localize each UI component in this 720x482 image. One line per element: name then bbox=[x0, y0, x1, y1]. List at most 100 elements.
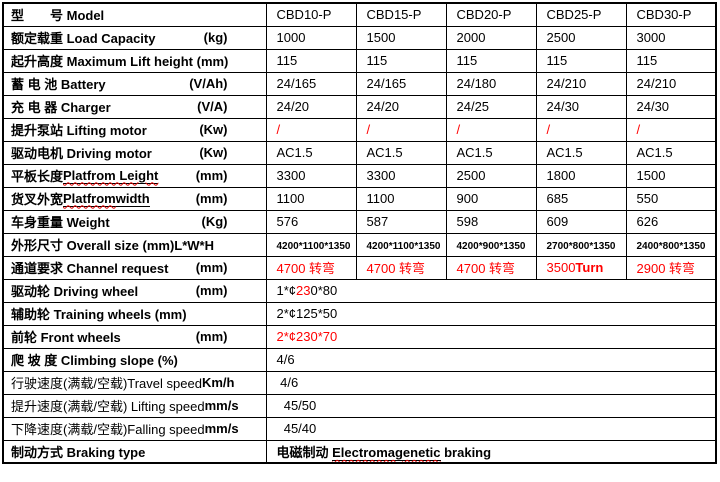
label-lifting-speed-text-2: mm/s bbox=[204, 398, 239, 413]
value-load-capacity-CBD20-P: 2000 bbox=[445, 25, 537, 50]
label-braking-type-text-1: 制动方式 Braking type bbox=[11, 444, 146, 460]
value-model-CBD10-P: CBD10-P bbox=[265, 2, 357, 27]
row-driving-motor: 驱动电机 Driving motor (Kw) AC1.5 AC1.5 AC1.5 AC1… bbox=[2, 140, 717, 165]
value-max-lift-height-4-text-1: 115 bbox=[546, 53, 568, 68]
label-overall-size-text-1: 外形尺寸 Overall size (mm)L*W*H bbox=[11, 238, 214, 253]
value-max-lift-height-CBD30-P: 115 bbox=[625, 48, 717, 73]
row-load-capacity: 额定载重 Load Capacity (kg) 1000 1500 2000 2500 30… bbox=[2, 25, 717, 50]
label-platform-width: 货叉外宽 Platfrom width (mm) bbox=[2, 186, 267, 211]
label-weight: 车身重量 Weight (Kg) bbox=[2, 209, 267, 234]
value-platform-length-2-text-1: 3300 bbox=[366, 168, 396, 183]
label-model-text-1: 型 号 Model bbox=[11, 8, 105, 24]
label-wrap-weight: 车身重量 Weight (Kg) bbox=[11, 212, 265, 231]
label-lifting-motor: 提升泵站 Lifting motor (Kw) bbox=[2, 117, 267, 142]
label-overall-size: 外形尺寸 Overall size (mm)L*W*H bbox=[2, 232, 267, 257]
row-charger: 充 电 器 Charger (V/A) 24/20 24/20 24/25 24/30 24… bbox=[2, 94, 717, 119]
unit-driving-wheel: (mm) bbox=[195, 283, 228, 298]
value-max-lift-height-5-text-1: 115 bbox=[636, 53, 658, 68]
value-training-wheels: 2*¢125*50 bbox=[265, 301, 717, 326]
value-model-CBD25-P: CBD25-P bbox=[535, 2, 627, 27]
value-model-5-text-1: CBD30-P bbox=[636, 7, 692, 23]
value-driving-motor-CBD10-P: AC1.5 bbox=[265, 140, 357, 165]
value-battery-CBD25-P: 24/210 bbox=[535, 71, 627, 96]
value-lifting-speed: 45/50 bbox=[265, 393, 717, 418]
value-driving-wheel-text-2: 23 bbox=[296, 283, 311, 298]
value-load-capacity-CBD15-P: 1500 bbox=[355, 25, 447, 50]
value-model-CBD15-P: CBD15-P bbox=[355, 2, 447, 27]
row-training-wheels: 辅助轮 Training wheels (mm) 2*¢125*50 bbox=[2, 301, 717, 326]
value-platform-width-CBD10-P: 1100 bbox=[265, 186, 357, 211]
value-model-1-text-1: CBD10-P bbox=[276, 7, 332, 23]
value-weight-CBD15-P: 587 bbox=[355, 209, 447, 234]
label-falling-speed-text-1: 下降速度(满载/空载)Falling speed bbox=[11, 422, 205, 437]
value-lifting-motor-CBD10-P: / bbox=[265, 117, 357, 142]
value-channel-request-3-text-1: 4700 转弯 bbox=[456, 261, 516, 276]
value-overall-size-CBD15-P: 4200*1100*1350 bbox=[355, 232, 447, 257]
label-platform-length: 平板长度 Platfrom Leight (mm) bbox=[2, 163, 267, 188]
value-battery-CBD10-P: 24/165 bbox=[265, 71, 357, 96]
unit-battery: (V/Ah) bbox=[189, 76, 228, 91]
value-battery-1-text-1: 24/165 bbox=[276, 76, 317, 91]
row-platform-length: 平板长度 Platfrom Leight (mm) 3300 3300 2500 1800… bbox=[2, 163, 717, 188]
value-model-CBD20-P: CBD20-P bbox=[445, 2, 537, 27]
label-wrap-platform-length: 平板长度 Platfrom Leight (mm) bbox=[11, 166, 265, 185]
value-battery-3-text-1: 24/180 bbox=[456, 76, 497, 91]
value-weight-4-text-1: 609 bbox=[546, 214, 569, 229]
label-platform-width-text-2: Platfrom bbox=[63, 190, 116, 207]
value-lifting-motor-3-text-1: / bbox=[456, 122, 461, 137]
value-training-wheels-text-1: 2*¢125*50 bbox=[276, 306, 338, 321]
label-platform-length-text-1: 平板长度 bbox=[11, 169, 64, 184]
value-front-wheels: 2*¢230*70 bbox=[265, 324, 717, 349]
label-lifting-motor-text-1: 提升泵站 Lifting motor bbox=[11, 123, 147, 138]
label-wrap-training-wheels: 辅助轮 Training wheels (mm) bbox=[11, 304, 265, 323]
value-driving-motor-5-text-1: AC1.5 bbox=[636, 145, 673, 160]
value-platform-length-CBD30-P: 1500 bbox=[625, 163, 717, 188]
value-platform-length-3-text-1: 2500 bbox=[456, 168, 486, 183]
value-charger-5-text-1: 24/30 bbox=[636, 99, 670, 114]
label-climbing-slope-text-1: 爬 坡 度 Climbing slope (%) bbox=[11, 353, 178, 368]
row-max-lift-height: 起升高度 Maximum Lift height (mm) 115 115 115 11… bbox=[2, 48, 717, 73]
row-channel-request: 通道要求 Channel request (mm) 4700 转弯 4700 转弯 47… bbox=[2, 255, 717, 280]
value-max-lift-height-CBD10-P: 115 bbox=[265, 48, 357, 73]
value-load-capacity-3-text-1: 2000 bbox=[456, 30, 486, 45]
row-front-wheels: 前轮 Front wheels (mm) 2*¢230*70 bbox=[2, 324, 717, 349]
spec-table-body: 型 号 Model CBD10-P CBD15-P CBD20-P CBD25-P CBD… bbox=[2, 2, 717, 464]
value-battery-CBD20-P: 24/180 bbox=[445, 71, 537, 96]
value-driving-wheel: 1*¢230*80 bbox=[265, 278, 717, 303]
value-front-wheels-text-1: 2*¢230*70 bbox=[276, 329, 338, 344]
unit-channel-request: (mm) bbox=[195, 260, 228, 275]
value-channel-request-5-text-1: 2900 转弯 bbox=[636, 261, 696, 276]
label-channel-request: 通道要求 Channel request (mm) bbox=[2, 255, 267, 280]
value-driving-motor-CBD25-P: AC1.5 bbox=[535, 140, 627, 165]
value-platform-width-CBD20-P: 900 bbox=[445, 186, 537, 211]
label-wrap-driving-wheel: 驱动轮 Driving wheel (mm) bbox=[11, 281, 265, 300]
unit-lifting-motor: (Kw) bbox=[199, 122, 228, 137]
value-battery-4-text-1: 24/210 bbox=[546, 76, 587, 91]
value-driving-motor-1-text-1: AC1.5 bbox=[276, 145, 313, 160]
label-wrap-climbing-slope: 爬 坡 度 Climbing slope (%) bbox=[11, 350, 265, 369]
value-weight-CBD20-P: 598 bbox=[445, 209, 537, 234]
value-lifting-motor-5-text-1: / bbox=[636, 122, 641, 137]
value-platform-width-CBD15-P: 1100 bbox=[355, 186, 447, 211]
label-braking-type: 制动方式 Braking type bbox=[2, 439, 267, 464]
value-battery-CBD15-P: 24/165 bbox=[355, 71, 447, 96]
label-falling-speed: 下降速度(满载/空载)Falling speed mm/s bbox=[2, 416, 267, 441]
value-driving-motor-4-text-1: AC1.5 bbox=[546, 145, 583, 160]
label-wrap-charger: 充 电 器 Charger (V/A) bbox=[11, 97, 265, 116]
value-platform-length-1-text-1: 3300 bbox=[276, 168, 306, 183]
unit-travel-speed: Km/h bbox=[201, 375, 235, 390]
unit-front-wheels: (mm) bbox=[195, 329, 228, 344]
label-wrap-load-capacity: 额定载重 Load Capacity (kg) bbox=[11, 28, 265, 47]
value-channel-request-CBD10-P: 4700 转弯 bbox=[265, 255, 357, 280]
row-platform-width: 货叉外宽 Platfrom width (mm) 1100 1100 900 685 550 bbox=[2, 186, 717, 211]
value-weight-5-text-1: 626 bbox=[636, 214, 659, 229]
value-overall-size-4-text-1: 2700*800*1350 bbox=[546, 241, 616, 252]
label-platform-width-text-3: width bbox=[115, 190, 150, 207]
label-lifting-speed-text-1: 提升速度(满载/空载) Lifting speed bbox=[11, 399, 205, 414]
label-driving-wheel-text-1: 驱动轮 Driving wheel bbox=[11, 284, 139, 299]
unit-platform-width: (mm) bbox=[195, 191, 228, 206]
value-platform-width-1-text-1: 1100 bbox=[276, 191, 305, 206]
value-overall-size-1-text-1: 4200*1100*1350 bbox=[276, 241, 351, 252]
value-channel-request-4-text-2: Turn bbox=[575, 260, 604, 275]
value-battery-5-text-1: 24/210 bbox=[636, 76, 677, 91]
